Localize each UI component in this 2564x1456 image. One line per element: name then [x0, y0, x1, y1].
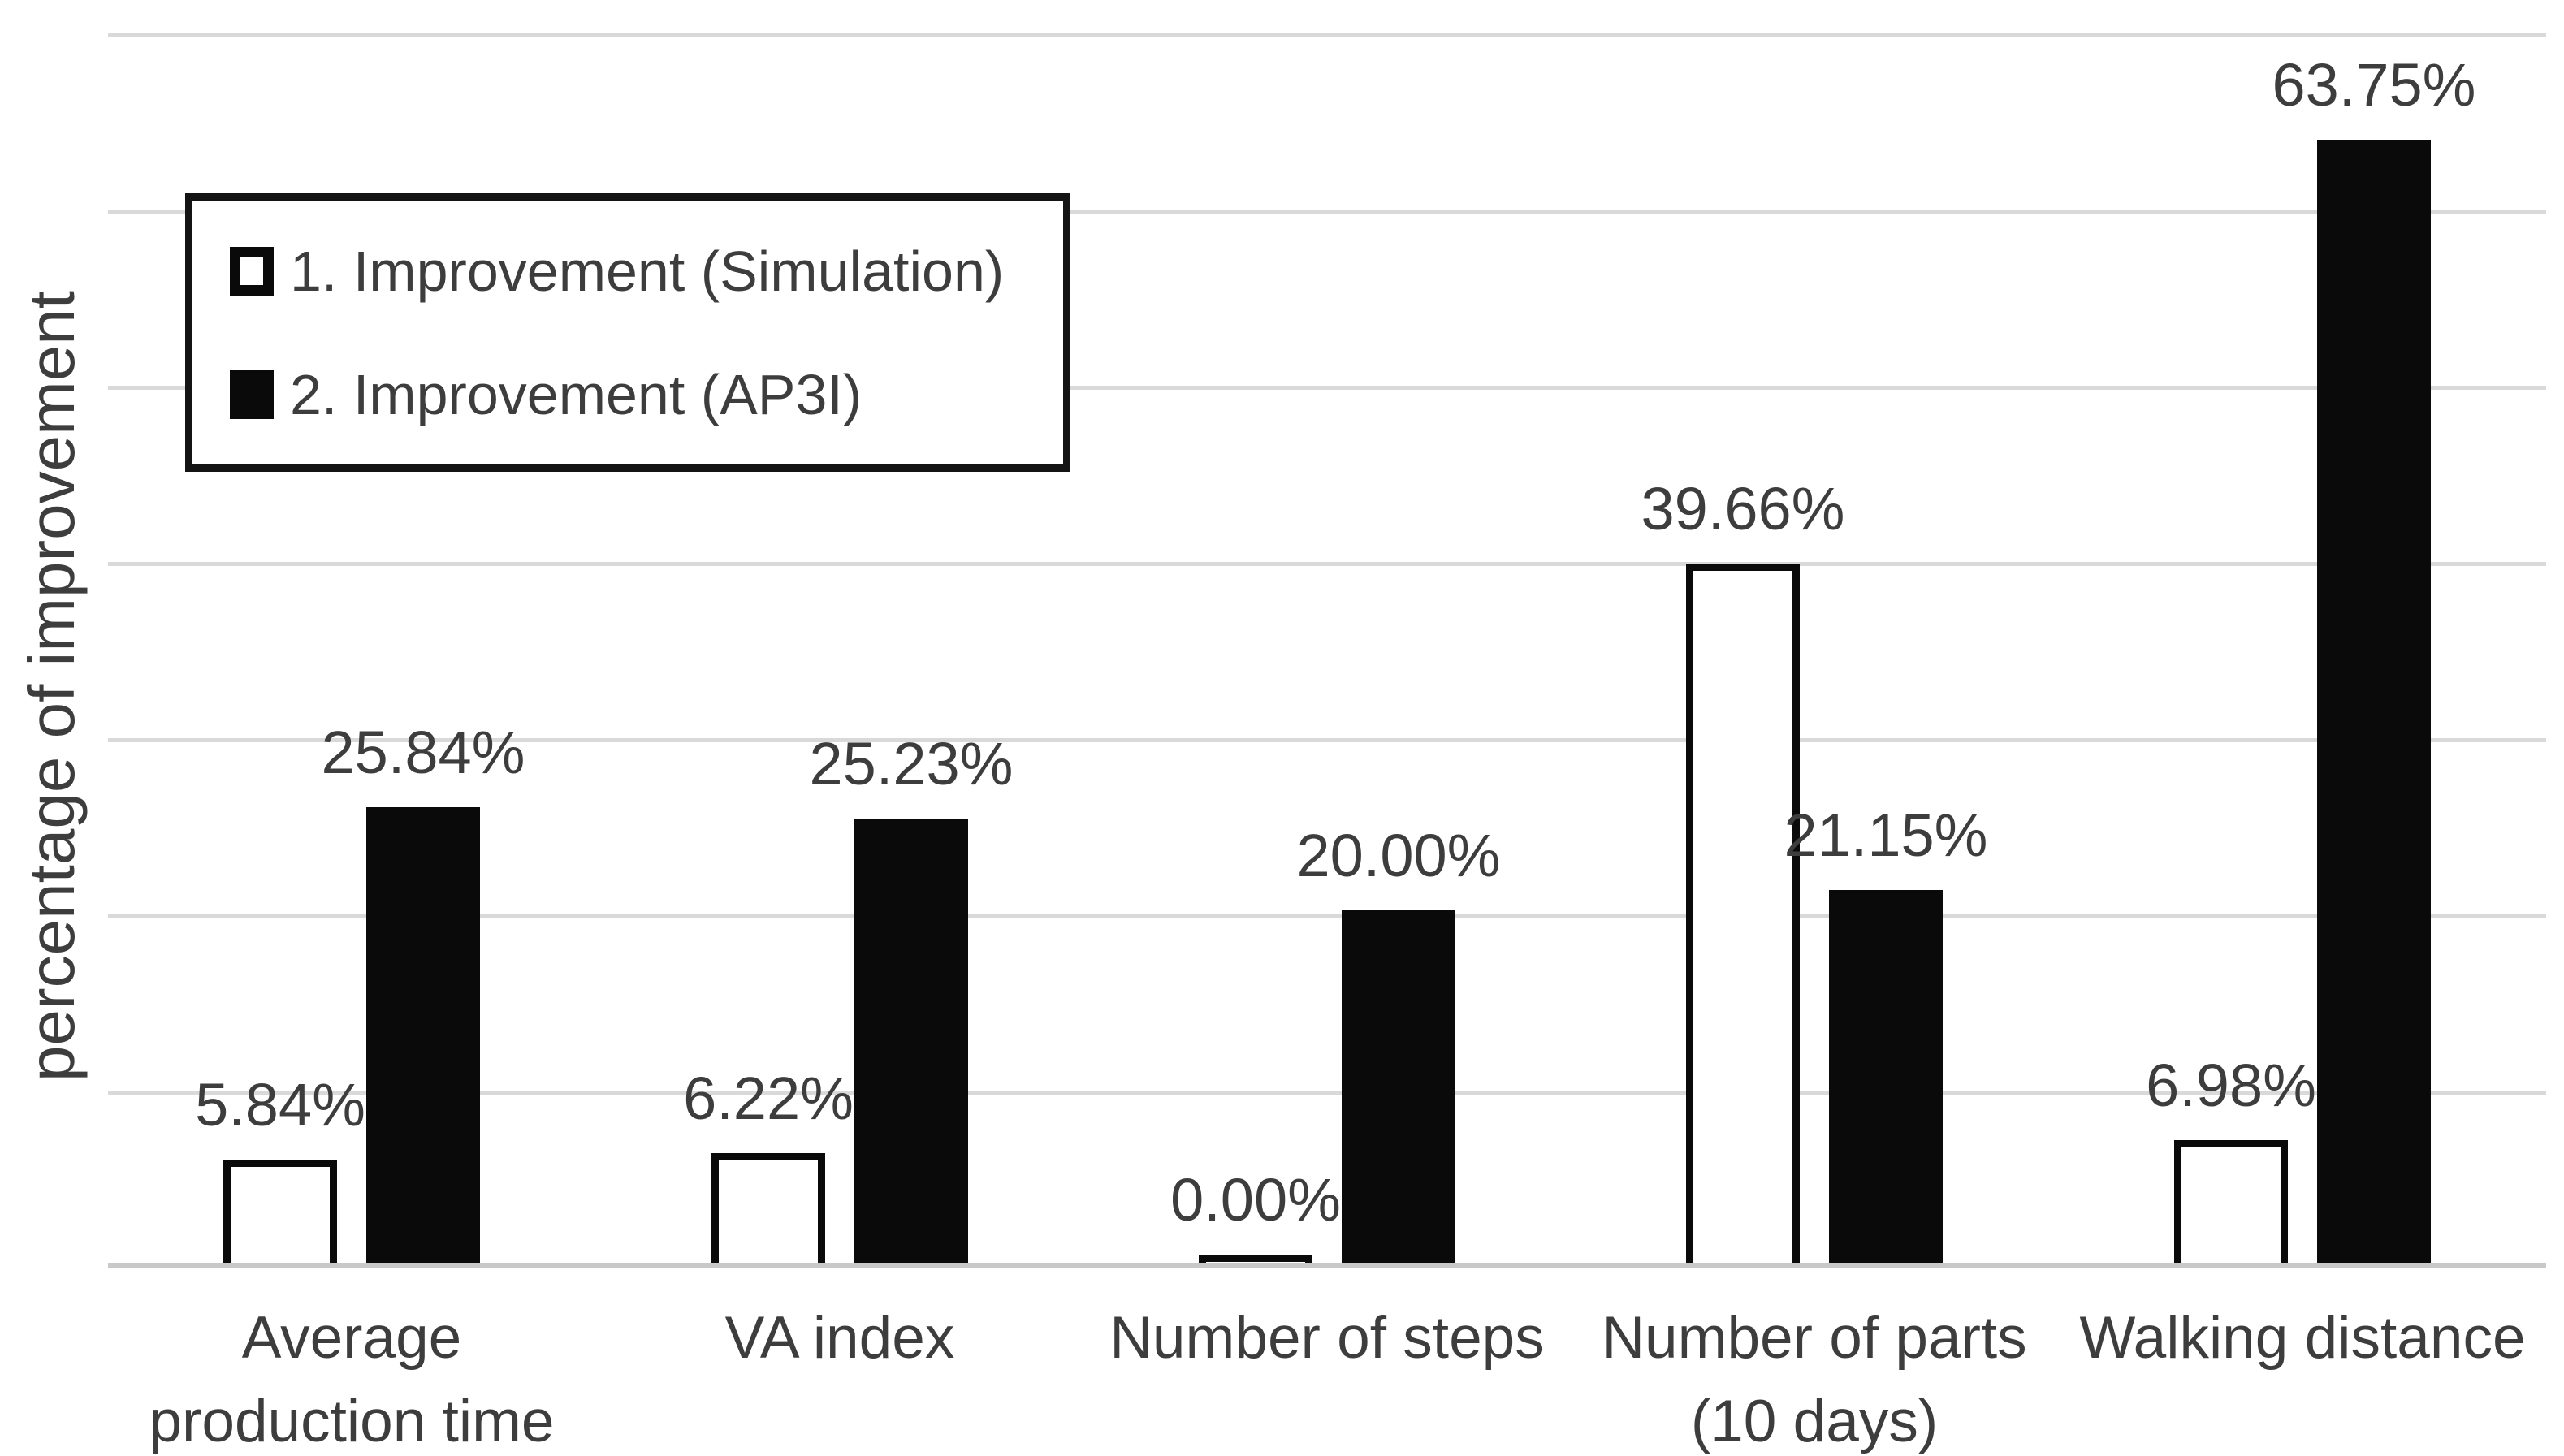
data-label: 25.23% — [809, 730, 1014, 797]
gridline — [108, 1091, 2546, 1095]
x-axis-category-label: Number of steps — [1109, 1305, 1545, 1371]
white-square-marker-icon — [230, 246, 274, 296]
bar-simulation — [223, 1160, 337, 1263]
gridline — [108, 562, 2546, 566]
gridline — [108, 914, 2546, 918]
y-axis-title: percentage of improvement — [15, 291, 88, 1082]
bar-simulation — [1199, 1255, 1312, 1263]
bar-simulation — [1686, 564, 1800, 1263]
bar-ap3i — [2317, 140, 2431, 1263]
legend-item-simulation: 1. Improvement (Simulation) — [230, 239, 1063, 304]
gridline — [108, 33, 2546, 37]
x-axis-category-label: Number of parts (10 days) — [1602, 1305, 2027, 1454]
data-label: 20.00% — [1296, 822, 1501, 889]
data-label: 25.84% — [321, 719, 525, 786]
bar-simulation — [711, 1153, 825, 1263]
data-label: 6.98% — [2146, 1052, 2316, 1119]
bar-ap3i — [1829, 890, 1943, 1263]
gridline — [108, 386, 2546, 390]
data-label: 39.66% — [1641, 475, 1845, 542]
data-label: 63.75% — [2272, 51, 2476, 119]
data-label: 5.84% — [195, 1071, 365, 1138]
bar-ap3i — [366, 807, 480, 1263]
legend-item-label: 1. Improvement (Simulation) — [290, 239, 1005, 303]
x-axis-category-label: Walking distance — [2079, 1305, 2526, 1371]
x-axis-category-label: VA index — [724, 1305, 955, 1371]
black-square-marker-icon — [230, 369, 274, 419]
data-label: 6.22% — [683, 1065, 854, 1132]
bar-ap3i — [1342, 910, 1455, 1263]
bar-ap3i — [854, 819, 968, 1263]
gridline — [108, 738, 2546, 742]
legend-item-ap3i: 2. Improvement (AP3I) — [230, 362, 1063, 427]
data-label: 21.15% — [1784, 801, 1988, 869]
bar-simulation — [2174, 1140, 2288, 1263]
legend: 1. Improvement (Simulation) 2. Improveme… — [185, 193, 1070, 472]
legend-item-label: 2. Improvement (AP3I) — [290, 362, 863, 426]
x-axis-category-label: Average production time — [149, 1305, 555, 1454]
gridline — [108, 210, 2546, 214]
data-label: 0.00% — [1170, 1166, 1341, 1233]
plot-area: 5.84% 25.84% 6.22% 25.23% 0.00% 20.00% 39.66% 2… — [108, 33, 2546, 1268]
